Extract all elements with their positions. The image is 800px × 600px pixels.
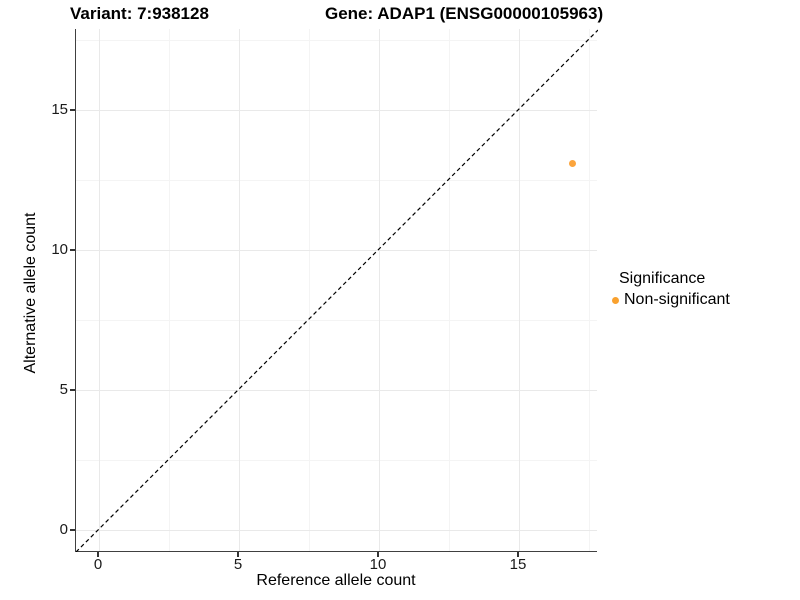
- scatter-point-non-significant: [568, 159, 576, 167]
- gene-title: Gene: ADAP1 (ENSG00000105963): [325, 4, 604, 23]
- x-tick-mark-15: [517, 552, 519, 557]
- gridline-major-y-5: [76, 390, 597, 391]
- gridline-major-y-15: [76, 110, 597, 111]
- y-tick-mark-0: [70, 529, 75, 531]
- x-tick-label: 10: [369, 556, 387, 573]
- orange-dot-icon: [612, 296, 619, 304]
- gridline-major-x-5: [239, 29, 240, 551]
- gridline-minor-x-7.5: [309, 29, 310, 551]
- x-tick-mark-10: [377, 552, 379, 557]
- variant-title: Variant: 7:938128: [70, 4, 209, 23]
- gridline-major-y-0: [76, 530, 597, 531]
- legend-title: Significance: [619, 270, 706, 287]
- y-tick-label: 0: [59, 521, 68, 538]
- gridline-minor-x-17.5: [589, 29, 590, 551]
- gridline-major-y-10: [76, 250, 597, 251]
- x-tick-mark-0: [97, 552, 99, 557]
- legend-item-non-significant: Non-significant: [612, 291, 730, 309]
- y-tick-label: 10: [51, 241, 68, 258]
- legend-item-label: Non-significant: [624, 291, 730, 308]
- y-tick-mark-5: [70, 389, 75, 391]
- y-tick-mark-10: [70, 249, 75, 251]
- gridline-major-x-15: [519, 29, 520, 551]
- gridline-major-x-10: [379, 29, 380, 551]
- gridline-minor-x-12.5: [449, 29, 450, 551]
- gridline-major-x-0: [99, 29, 100, 551]
- legend: Significance Non-significant: [612, 270, 730, 309]
- gridline-minor-y-2.5: [76, 460, 597, 461]
- identity-line: [76, 29, 598, 552]
- y-tick-label: 15: [51, 101, 68, 118]
- x-tick-label: 0: [93, 556, 103, 573]
- y-tick-label: 5: [59, 381, 68, 398]
- x-tick-mark-5: [237, 552, 239, 557]
- y-axis-title: Alternative allele count: [22, 212, 39, 374]
- gridline-minor-x-2.5: [169, 29, 170, 551]
- plot-panel: [75, 29, 598, 552]
- gridline-minor-y-17.5: [76, 40, 597, 41]
- x-axis-title: Reference allele count: [256, 572, 416, 589]
- x-tick-label: 5: [233, 556, 243, 573]
- y-tick-mark-15: [70, 109, 75, 111]
- x-tick-label: 15: [509, 556, 527, 573]
- gridline-minor-y-7.5: [76, 320, 597, 321]
- gridline-minor-y-12.5: [76, 180, 597, 181]
